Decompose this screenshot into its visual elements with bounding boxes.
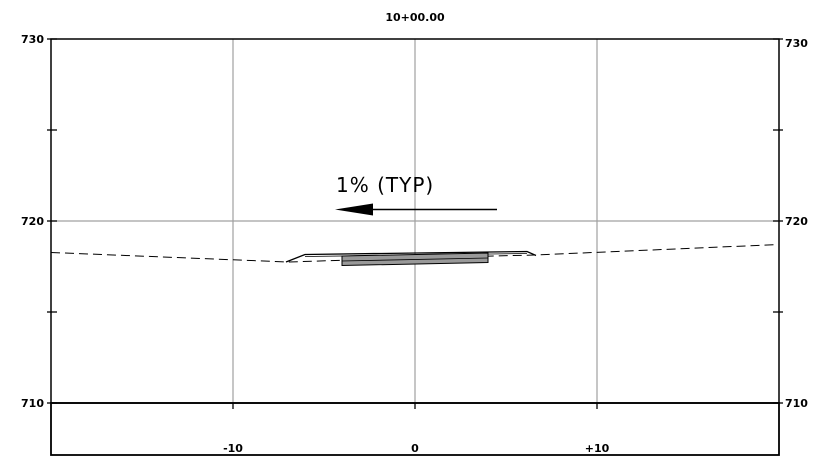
proposed-surface-line	[285, 250, 537, 263]
elev-label-left-730: 730	[21, 33, 44, 46]
elev-label-right-720: 720	[785, 215, 808, 228]
elev-label-left-710: 710	[21, 397, 44, 410]
slope-arrow	[335, 203, 497, 216]
station-label: 10+00.00	[385, 11, 445, 24]
elev-label-right-730: 730	[785, 37, 808, 50]
offset-label-0: 0	[411, 442, 419, 455]
right-ticks	[773, 38, 783, 404]
elev-label-left-720: 720	[21, 215, 44, 228]
elev-label-right-710: 710	[785, 397, 808, 410]
offset-label-minus10: -10	[223, 442, 243, 455]
slope-note: 1% (TYP)	[336, 173, 434, 197]
bottom-ticks	[232, 403, 598, 409]
left-ticks	[47, 38, 57, 404]
grid	[51, 39, 779, 403]
pavement-layer-line	[341, 257, 489, 262]
offset-label-plus10: +10	[585, 442, 610, 455]
